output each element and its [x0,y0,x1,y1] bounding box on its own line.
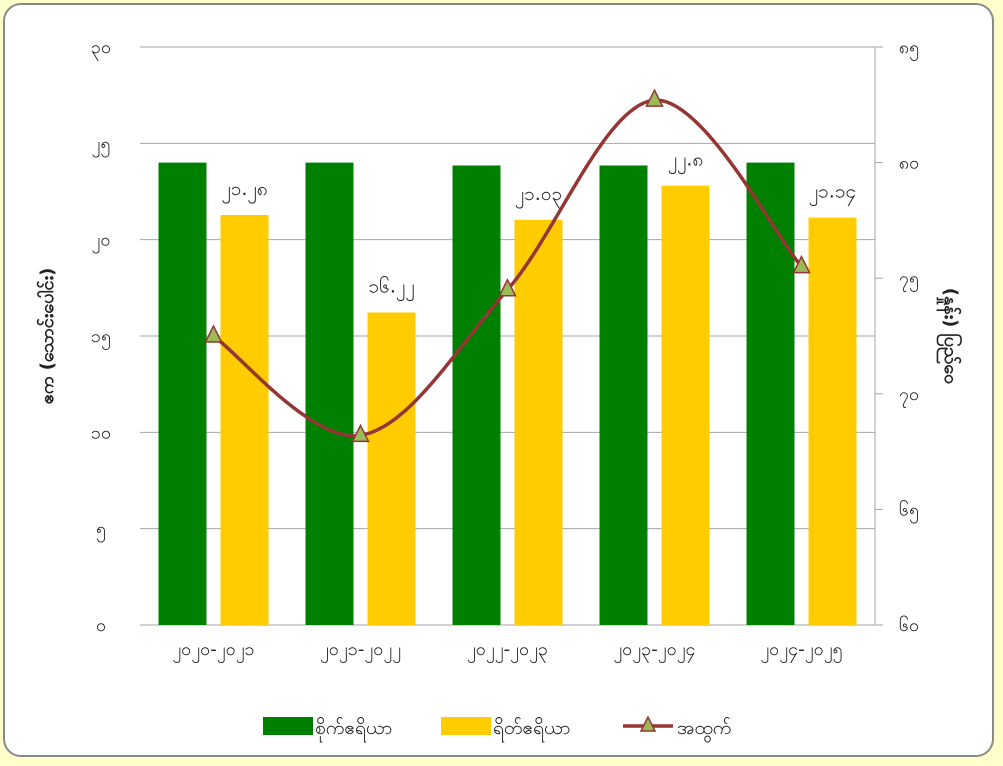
y-left-tick-label: ၃၀ [91,37,111,61]
legend-label: အထွက် [677,716,731,743]
triangle-marker [498,278,517,297]
x-tick-label: ၂၀၂၀-၂၀၂၁ [172,639,254,663]
bar-harvested [808,217,857,625]
legend-label: ရိတ်ဧရိယာ [493,716,570,743]
legend: စိုက်ဧရိယာ ရိတ်ဧရိယာ အထွက် [263,715,731,743]
data-label: ၂၂.၈ [668,149,704,175]
bars [158,162,857,626]
triangle-marker [204,324,223,343]
y-right-axis-title: (နှုန်း) ပြည်ဝေ [936,288,963,384]
legend-label: စိုက်ဧရိယာ [315,716,392,743]
bar-sown [305,162,354,625]
y-left-axis-title: ဧက (သောင်းပေါင်း) [36,268,58,405]
y-left-tick-label: ၂၅ [92,133,111,157]
triangle-marker [792,254,811,274]
legend-swatch [263,717,313,735]
y-left-tick-label: ၁၅ [91,326,111,350]
legend-swatch [441,717,491,735]
bar-harvested [661,185,710,625]
y-right-tick-label: ၇၅ [899,268,919,292]
y-left-tick-label: ၁၀ [91,422,111,443]
data-label: ၂၁.၂၈ [221,178,267,204]
bar-harvested [220,215,269,625]
production-line [204,88,811,443]
y-right-tick-label: ၇၀ [899,384,919,408]
y-right-tick-label: ၈၀ [899,153,919,174]
bar-sown [599,165,648,626]
y-left-tick-label: ၂၀ [92,230,111,254]
y-right-tick-label: ၆၅ [899,499,919,523]
x-tick-label: ၂၀၂၁-၂၀၂၂ [320,639,401,663]
x-tick-label: ၂၀၂၂-၂၀၂၃ [467,639,548,663]
bar-sown [746,162,795,625]
bar-sown [452,165,501,626]
x-tick-label: ၂၀၂၃-၂၀၂၄ [613,639,695,663]
y-right-tick-label: ၆၀ [899,615,919,636]
data-label: ၂၁.၁၄ [809,181,856,207]
production-line-path [212,98,803,438]
bar-sown [158,162,207,625]
y-left-tick-label: ၅ [96,519,106,543]
y-left-tick-label: ၀ [96,615,106,636]
legend-marker [639,715,657,732]
triangle-marker [351,423,370,443]
bar-harvested [367,312,416,625]
chart-frame: ၀ ၅ ၁၀ ၁၅ ၂၀ ၂၅ ၃၀၆၀ ၆၅ ၇၀ ၇၅ ၈၀ ၈၅၂၀၂၀-၂၀၂၁ ၂၀၂၁-၂၀… [3,3,994,757]
x-tick-label: ၂၀၂၄-၂၀၂၅ [760,639,842,663]
axis-titles: ဧက (သောင်းပေါင်း) (နှုန်း) ပြည်ဝေ [36,268,963,405]
data-label: ၁၆.၂၂ [368,274,414,301]
bar-harvested [514,219,563,625]
data-label: ၂၁.၀၃ [515,183,562,209]
triangle-marker [645,88,664,107]
y-right-tick-label: ၈၅ [899,37,919,61]
